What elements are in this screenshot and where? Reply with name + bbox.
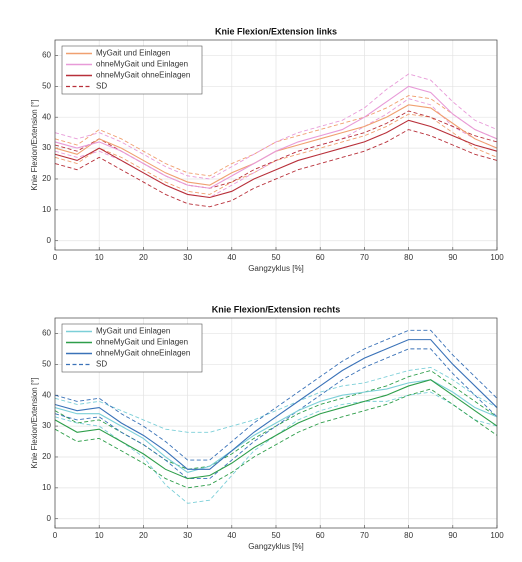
sd-line	[54, 110, 498, 189]
chart-title: Knie Flexion/Extension rechts	[212, 304, 341, 314]
x-tick-label: 70	[360, 531, 369, 540]
x-tick-label: 80	[404, 531, 413, 540]
y-tick-label: 0	[47, 236, 52, 245]
legend-label: SD	[96, 360, 107, 369]
x-tick-label: 50	[272, 531, 281, 540]
y-tick-label: 10	[42, 205, 51, 214]
x-tick-label: 10	[95, 253, 104, 262]
x-tick-label: 50	[272, 253, 281, 262]
y-axis-label: Knie Flexion/Extension [°]	[30, 99, 39, 190]
y-tick-label: 10	[42, 483, 51, 492]
sd-line	[54, 391, 498, 504]
x-tick-label: 60	[316, 531, 325, 540]
y-tick-label: 20	[42, 174, 51, 183]
x-tick-label: 80	[404, 253, 413, 262]
sd-line	[54, 329, 498, 461]
x-tick-label: 10	[95, 531, 104, 540]
y-tick-label: 30	[42, 421, 51, 430]
y-tick-label: 40	[42, 112, 51, 121]
y-tick-label: 40	[42, 390, 51, 399]
sd-line	[54, 73, 498, 180]
legend-label: ohneMyGait ohneEinlagen	[96, 349, 190, 358]
x-tick-label: 100	[490, 253, 504, 262]
x-tick-label: 30	[183, 253, 192, 262]
x-axis-label: Gangzyklus [%]	[248, 542, 304, 551]
legend-label: MyGait und Einlagen	[96, 327, 170, 336]
sd-line	[54, 388, 498, 489]
series-line	[54, 119, 498, 199]
y-tick-label: 50	[42, 81, 51, 90]
legend-label: ohneMyGait und Einlagen	[96, 338, 188, 347]
x-tick-label: 90	[448, 253, 457, 262]
y-tick-label: 50	[42, 359, 51, 368]
x-tick-label: 20	[139, 253, 148, 262]
x-tick-label: 90	[448, 531, 457, 540]
x-tick-label: 40	[227, 253, 236, 262]
x-tick-label: 0	[53, 531, 58, 540]
sd-line	[54, 366, 498, 433]
y-tick-label: 60	[42, 329, 51, 338]
x-axis-label: Gangzyklus [%]	[248, 264, 304, 273]
x-tick-label: 30	[183, 531, 192, 540]
sd-line	[54, 129, 498, 208]
legend-label: ohneMyGait und Einlagen	[96, 60, 188, 69]
legend-label: ohneMyGait ohneEinlagen	[96, 71, 190, 80]
axes-frame	[54, 39, 498, 251]
chart-title: Knie Flexion/Extension links	[215, 26, 337, 36]
legend-label: MyGait und Einlagen	[96, 49, 170, 58]
x-tick-label: 70	[360, 253, 369, 262]
y-tick-label: 60	[42, 51, 51, 60]
y-tick-label: 20	[42, 452, 51, 461]
y-axis-label: Knie Flexion/Extension [°]	[30, 377, 39, 468]
y-tick-label: 30	[42, 143, 51, 152]
axes-frame	[54, 317, 498, 529]
legend-label: SD	[96, 82, 107, 91]
x-tick-label: 40	[227, 531, 236, 540]
x-tick-label: 0	[53, 253, 58, 262]
x-tick-label: 100	[490, 531, 504, 540]
series-line	[54, 85, 498, 189]
series-line	[54, 379, 498, 480]
series-line	[54, 339, 498, 470]
x-tick-label: 20	[139, 531, 148, 540]
x-tick-label: 60	[316, 253, 325, 262]
y-tick-label: 0	[47, 514, 52, 523]
series-line	[54, 379, 498, 474]
sd-line	[54, 348, 498, 480]
